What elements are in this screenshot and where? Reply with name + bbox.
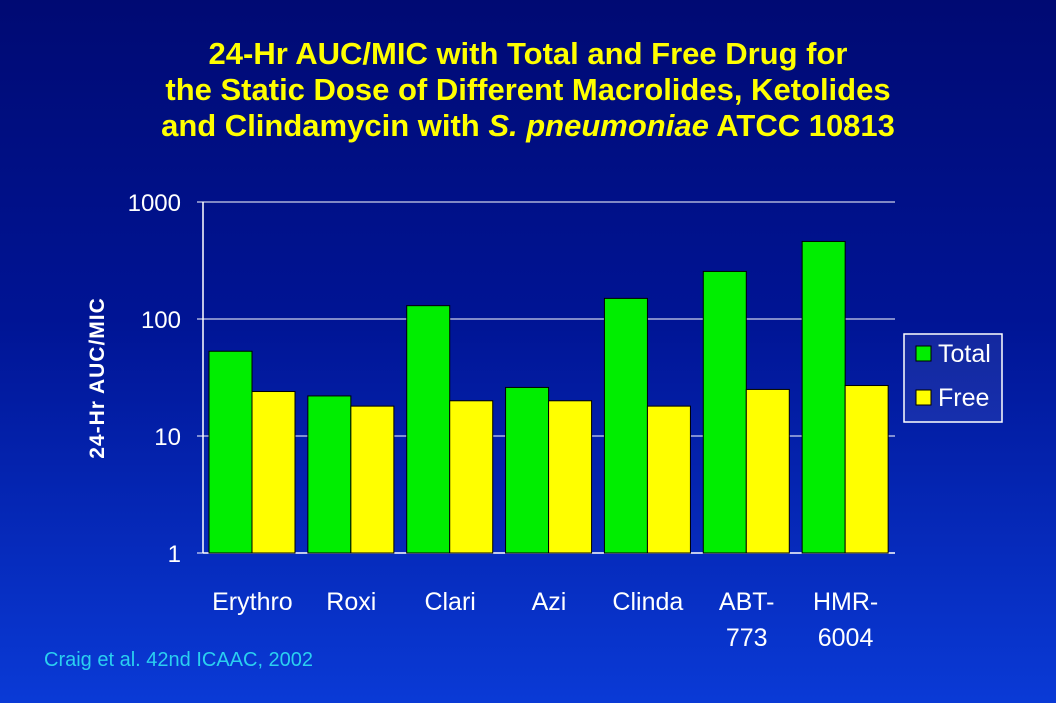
bar-total	[702, 270, 747, 554]
y-tick-label: 1000	[128, 190, 181, 217]
bar-free	[844, 385, 889, 554]
bar-total	[208, 350, 253, 554]
legend-swatch-free	[915, 389, 932, 406]
x-tick-label: Roxi	[326, 588, 376, 616]
bar-free	[350, 405, 395, 554]
bar-free	[251, 391, 296, 554]
bar-total	[307, 395, 352, 554]
title-organism: S. pneumoniae	[488, 108, 709, 143]
x-tick-label: ABT-	[719, 588, 775, 616]
chart-title: 24-Hr AUC/MIC with Total and Free Drug f…	[0, 36, 1056, 144]
citation: Craig et al. 42nd ICAAC, 2002	[44, 649, 314, 671]
bar-free	[449, 400, 494, 554]
x-tick-label: 773	[726, 624, 768, 652]
title-line-3-end: ATCC 10813	[708, 108, 895, 143]
y-axis-label: 24-Hr AUC/MIC	[86, 297, 109, 459]
bar-total	[603, 297, 648, 554]
x-tick-label: Erythro	[212, 588, 293, 616]
legend-label-free: Free	[938, 384, 989, 412]
bar-total	[505, 386, 550, 554]
y-tick-label: 1	[168, 541, 181, 568]
bar-total	[801, 240, 846, 554]
title-line-3-start: and Clindamycin with	[161, 108, 489, 143]
y-tick-label: 100	[141, 307, 181, 334]
bar-free	[548, 400, 593, 554]
title-line-3: and Clindamycin with S. pneumoniae ATCC …	[0, 108, 1056, 144]
x-tick-label: Clari	[424, 588, 475, 616]
title-line-2: the Static Dose of Different Macrolides,…	[165, 72, 891, 107]
bar-free	[646, 405, 691, 554]
y-tick-label: 10	[154, 424, 181, 451]
title-line-1: 24-Hr AUC/MIC with Total and Free Drug f…	[208, 36, 848, 71]
x-tick-label: Azi	[532, 588, 567, 616]
x-tick-label: HMR-	[813, 588, 878, 616]
legend-label-total: Total	[938, 340, 991, 368]
bar-free	[745, 388, 790, 554]
x-tick-label: Clinda	[612, 588, 683, 616]
bar-total	[406, 305, 451, 554]
x-tick-label: 6004	[818, 624, 874, 652]
legend-swatch-total	[915, 345, 932, 362]
